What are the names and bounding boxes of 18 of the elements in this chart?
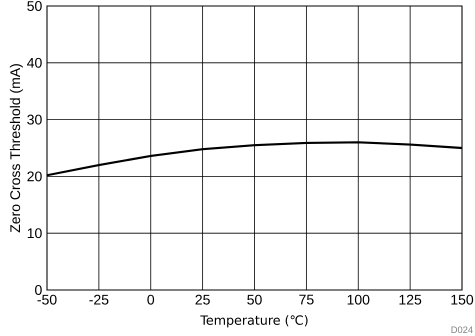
x-tick-label: 0 xyxy=(147,294,154,305)
y-tick-label: 20 xyxy=(27,171,42,182)
x-tick-label: 125 xyxy=(400,294,422,305)
x-tick-label: 100 xyxy=(348,294,370,305)
y-tick-label: 50 xyxy=(27,1,42,11)
x-tick-label: 50 xyxy=(247,294,262,305)
x-tick-label: -25 xyxy=(89,294,108,305)
y-tick-label: 30 xyxy=(27,114,42,125)
y-axis-title: Zero Cross Threshold (mA) xyxy=(10,64,23,232)
x-tick-label: -50 xyxy=(38,294,57,305)
y-tick-label: 10 xyxy=(28,228,42,238)
text: D024 xyxy=(452,326,473,334)
x-tick-label: 75 xyxy=(299,294,314,304)
y-tick-label: 40 xyxy=(27,58,42,68)
x-axis-title: Temperature (℃) xyxy=(200,315,308,328)
y-tick-label: 0 xyxy=(35,285,42,295)
x-tick-label: 150 xyxy=(451,294,474,305)
x-tick-label: 25 xyxy=(196,294,210,305)
